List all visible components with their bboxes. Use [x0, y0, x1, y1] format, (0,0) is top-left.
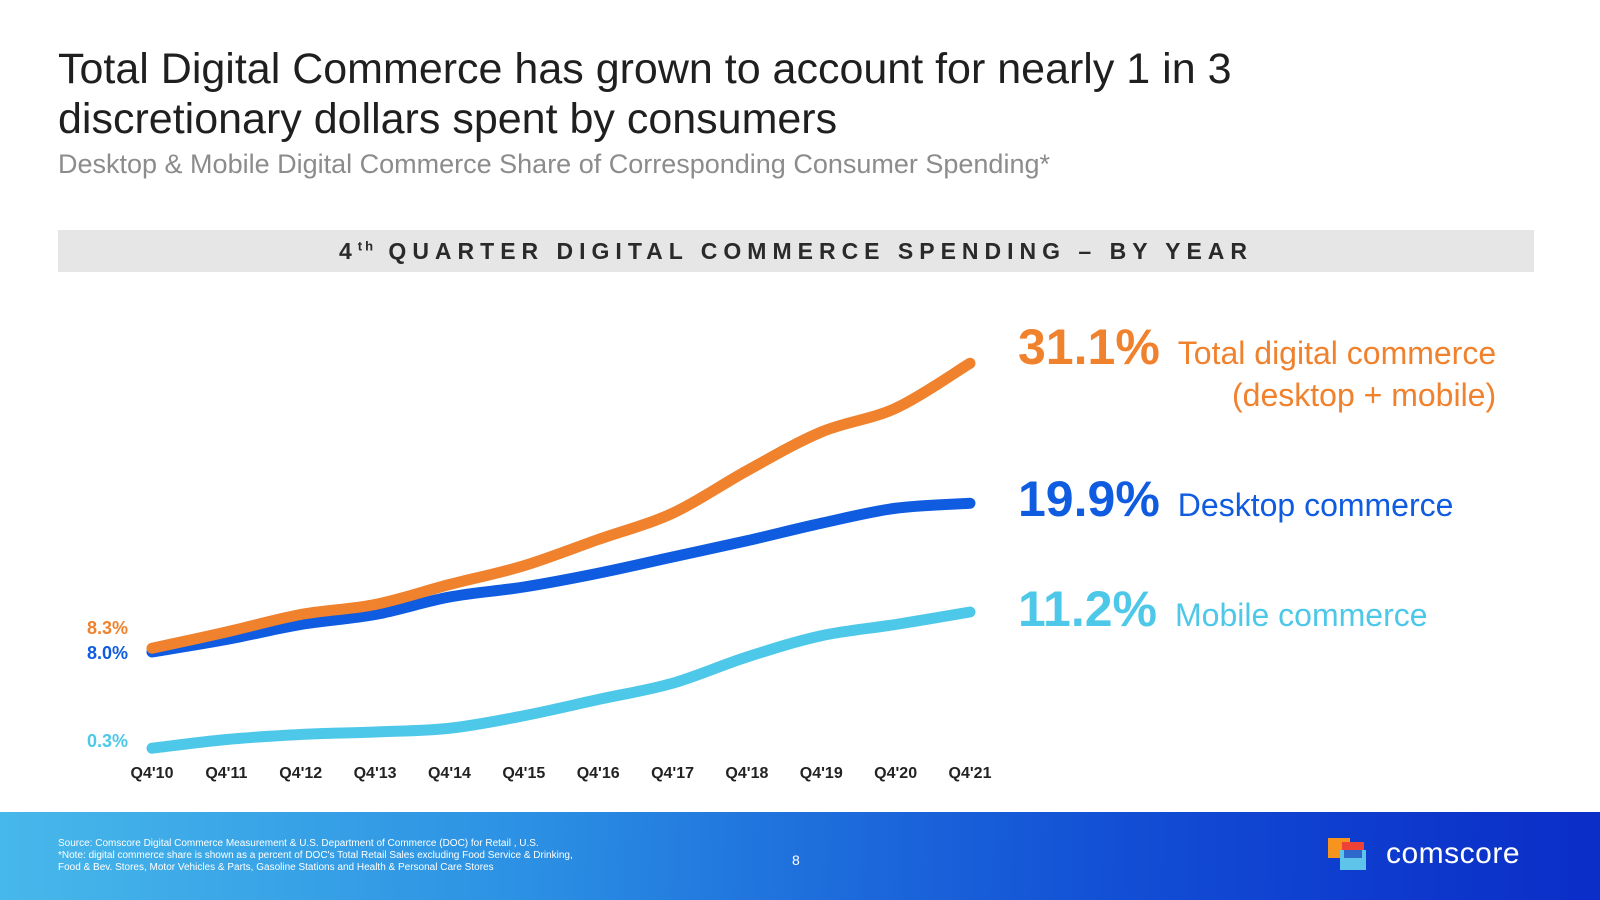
x-tick-label: Q4'13	[354, 765, 397, 782]
page-subtitle: Desktop & Mobile Digital Commerce Share …	[58, 149, 1050, 179]
x-tick-label: Q4'10	[131, 765, 174, 782]
callout-total-desc-line2: (desktop + mobile)	[1232, 377, 1497, 413]
callout-total-description: Total digital commerce (desktop + mobile…	[1178, 332, 1496, 416]
page-number: 8	[792, 852, 800, 868]
chart-banner-title: 4th QUARTER DIGITAL COMMERCE SPENDING – …	[339, 238, 1253, 265]
callout-mobile-value: 11.2%	[1018, 581, 1158, 637]
callout-desktop-description: Desktop commerce	[1177, 487, 1454, 523]
chart-banner: 4th QUARTER DIGITAL COMMERCE SPENDING – …	[58, 230, 1534, 272]
x-tick-label: Q4'12	[279, 765, 322, 782]
banner-prefix: 4	[338, 237, 358, 264]
callout-desktop: 19.9% Desktop commerce	[1018, 470, 1453, 528]
comscore-logo: comscore	[1328, 836, 1520, 872]
start-label-mobile: 0.3%	[87, 731, 128, 751]
footer-bar: Source: Comscore Digital Commerce Measur…	[0, 812, 1600, 900]
logo-wordmark: comscore	[1386, 837, 1521, 870]
comscore-logo-icon	[1328, 838, 1366, 870]
callout-total: 31.1% Total digital commerce (desktop + …	[1018, 318, 1496, 416]
x-tick-label: Q4'14	[428, 765, 471, 782]
x-tick-label: Q4'16	[577, 765, 620, 782]
page-title: Total Digital Commerce has grown to acco…	[58, 44, 1458, 144]
x-tick-label: Q4'17	[651, 765, 694, 782]
series-line-mobile	[146, 606, 976, 754]
x-tick-label: Q4'20	[874, 765, 917, 782]
callout-mobile-description: Mobile commerce	[1175, 597, 1428, 633]
x-tick-label: Q4'19	[800, 765, 843, 782]
start-label-total: 8.3%	[87, 618, 128, 638]
callout-mobile: 11.2% Mobile commerce	[1018, 580, 1428, 638]
x-tick-label: Q4'15	[502, 765, 545, 782]
start-label-desktop: 8.0%	[87, 643, 128, 663]
source-line-1: Source: Comscore Digital Commerce Measur…	[58, 838, 539, 849]
banner-superscript: th	[357, 237, 377, 253]
line-chart: 8.3% 8.0% 0.3%Q4'10 Q4'11 Q4'12 Q4'13 Q4'14 Q4'…	[87, 357, 992, 782]
source-line-2: *Note: digital commerce share is shown a…	[58, 850, 573, 861]
x-tick-label: Q4'11	[205, 765, 247, 782]
callout-desktop-value: 19.9%	[1018, 471, 1160, 527]
series-line-desktop	[146, 497, 976, 658]
callout-total-value: 31.1%	[1018, 319, 1160, 375]
footer-shade	[520, 812, 1600, 900]
title-line-2: discretionary dollars spent by consumers	[58, 95, 838, 143]
series-line-total	[146, 357, 976, 654]
title-line-1: Total Digital Commerce has grown to acco…	[58, 45, 1232, 93]
callout-total-desc-line1: Total digital commerce	[1177, 335, 1497, 371]
x-tick-label: Q4'21	[949, 765, 992, 782]
x-tick-label: Q4'18	[725, 765, 768, 782]
banner-text: QUARTER DIGITAL COMMERCE SPENDING – BY Y…	[376, 237, 1254, 264]
source-line-3: Food & Bev. Stores, Motor Vehicles & Par…	[58, 862, 494, 873]
source-note: Source: Comscore Digital Commerce Measur…	[58, 838, 678, 874]
